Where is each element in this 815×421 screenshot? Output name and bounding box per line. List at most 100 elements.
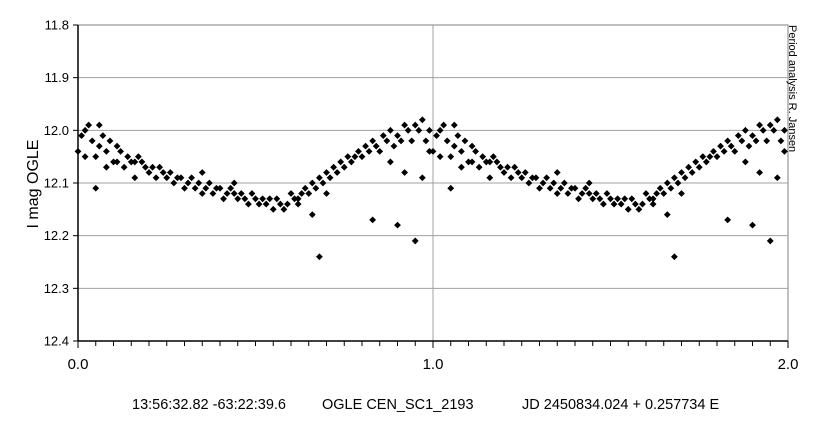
data-point [500, 169, 508, 176]
data-point [387, 126, 394, 134]
data-point [742, 158, 749, 166]
data-point [781, 126, 788, 134]
data-point [131, 158, 139, 166]
footer-coordinates: 13:56:32.82 -63:22:39.6 [132, 397, 286, 413]
data-point [706, 153, 714, 161]
data-point [92, 153, 100, 161]
data-point [330, 163, 337, 171]
data-point [418, 174, 426, 182]
data-point [372, 142, 380, 150]
data-point [458, 148, 465, 155]
data-point [205, 179, 213, 187]
data-point [149, 163, 156, 171]
data-point [301, 184, 309, 192]
data-point [507, 174, 515, 182]
data-point [170, 179, 178, 187]
data-point [631, 200, 639, 208]
data-point [195, 179, 203, 187]
y-tick-label: 12.0 [44, 123, 69, 138]
data-point [316, 253, 323, 261]
data-point [667, 184, 675, 192]
data-point [450, 142, 458, 150]
data-point [383, 137, 391, 145]
x-tick-label: 2.0 [778, 356, 799, 373]
data-point [710, 148, 717, 155]
data-point [92, 184, 100, 192]
data-point [482, 158, 490, 166]
data-point [387, 158, 394, 166]
y-tick-label: 11.8 [45, 18, 69, 33]
data-point [628, 195, 636, 203]
data-point [216, 184, 224, 192]
data-point [298, 190, 306, 197]
data-point [688, 169, 696, 176]
data-point [681, 174, 689, 182]
data-point [429, 148, 437, 155]
data-point [546, 184, 554, 192]
data-point [390, 142, 398, 150]
data-point [472, 148, 479, 155]
data-point [237, 190, 245, 197]
credit-label: Period analysis R. Jansen [786, 25, 798, 152]
data-point [521, 169, 529, 176]
data-point [745, 142, 753, 150]
data-point [323, 169, 330, 176]
data-point [656, 184, 664, 192]
y-tick-label: 12.4 [44, 334, 69, 349]
data-point [418, 116, 426, 124]
data-point [639, 200, 646, 208]
data-point [671, 174, 678, 182]
data-point [198, 190, 206, 197]
data-point [493, 158, 501, 166]
data-point [411, 237, 419, 245]
data-point [177, 174, 185, 182]
y-tick-label: 12.1 [44, 176, 69, 191]
data-point [152, 174, 160, 182]
data-point [103, 148, 110, 155]
data-point [159, 169, 167, 176]
data-point [163, 174, 171, 182]
data-point [603, 190, 611, 197]
data-point [124, 153, 132, 161]
data-point [617, 200, 625, 208]
data-point [408, 137, 416, 145]
data-point [759, 126, 767, 134]
data-point [245, 200, 252, 208]
data-point [504, 163, 511, 171]
data-point [95, 142, 103, 150]
data-point [198, 169, 206, 176]
data-point [273, 195, 281, 203]
data-point [369, 137, 377, 145]
data-point [582, 184, 590, 192]
data-point [134, 153, 142, 161]
data-point [191, 184, 199, 192]
data-point [756, 121, 763, 129]
data-point [241, 195, 249, 203]
y-tick-label: 12.3 [44, 281, 69, 296]
plot-area [73, 24, 789, 348]
data-point [369, 216, 377, 224]
data-point [525, 179, 533, 187]
data-point [720, 148, 728, 155]
data-point [553, 190, 561, 197]
data-point [621, 195, 629, 203]
data-point [699, 153, 707, 161]
data-point [323, 190, 330, 197]
data-point [269, 205, 277, 213]
data-point [291, 195, 298, 203]
data-point [646, 195, 653, 203]
data-point [436, 153, 444, 161]
data-point [773, 174, 781, 182]
data-point [440, 121, 448, 129]
data-point [564, 190, 572, 197]
data-point [717, 142, 724, 150]
data-point [394, 132, 401, 139]
data-point [397, 137, 405, 145]
data-point [585, 179, 593, 187]
data-point [589, 195, 597, 203]
data-point [749, 221, 756, 229]
data-point [376, 148, 384, 155]
data-point [653, 190, 661, 197]
data-point [213, 184, 220, 192]
data-point [262, 200, 270, 208]
